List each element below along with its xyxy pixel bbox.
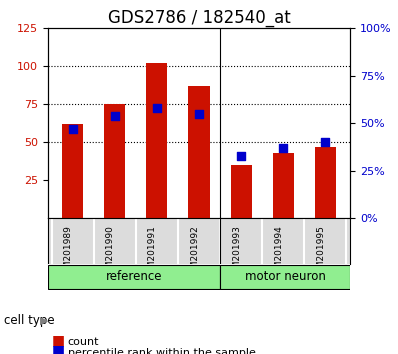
FancyBboxPatch shape: [220, 265, 350, 289]
Point: [322, 139, 328, 145]
Text: GSM201990: GSM201990: [106, 225, 115, 280]
FancyBboxPatch shape: [48, 265, 220, 289]
Text: ■: ■: [52, 333, 65, 347]
Point: [196, 111, 202, 116]
Text: GSM201993: GSM201993: [232, 225, 241, 280]
Point: [112, 113, 118, 119]
Text: GSM201989: GSM201989: [64, 225, 73, 280]
Bar: [62, 124, 84, 218]
Point: [154, 105, 160, 111]
Text: GSM201991: GSM201991: [148, 225, 157, 280]
Text: GSM201992: GSM201992: [190, 225, 199, 280]
Bar: [104, 104, 125, 218]
Point: [70, 126, 76, 132]
Bar: [230, 165, 252, 218]
Bar: [273, 153, 293, 218]
Text: count: count: [68, 337, 99, 347]
Text: ▶: ▶: [40, 315, 48, 325]
Bar: [314, 147, 336, 218]
Text: cell type: cell type: [4, 314, 55, 327]
Text: ■: ■: [52, 343, 65, 354]
Title: GDS2786 / 182540_at: GDS2786 / 182540_at: [107, 9, 291, 27]
Text: reference: reference: [105, 270, 162, 284]
Bar: [189, 86, 209, 218]
Point: [280, 145, 286, 151]
Point: [238, 153, 244, 158]
Text: motor neuron: motor neuron: [245, 270, 326, 284]
Bar: [146, 63, 168, 218]
Text: GSM201994: GSM201994: [274, 225, 283, 280]
Text: percentile rank within the sample: percentile rank within the sample: [68, 348, 256, 354]
Text: GSM201995: GSM201995: [316, 225, 325, 280]
